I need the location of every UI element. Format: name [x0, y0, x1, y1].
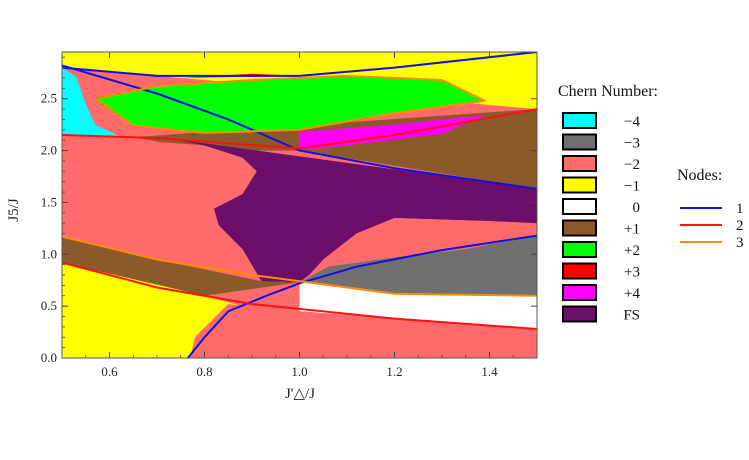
- chern-legend-label: −2: [624, 157, 640, 173]
- y-tick-label: 0.5: [41, 298, 57, 313]
- plot-frame: [61, 51, 538, 359]
- y-tick-label: 0.0: [41, 350, 57, 365]
- region-chern-5: [323, 218, 537, 267]
- chern-legend-label: +2: [624, 243, 640, 259]
- chern-swatch: [562, 241, 597, 258]
- chern-swatch: [562, 305, 597, 323]
- region-chern-7: [299, 235, 537, 296]
- region-chern-3: [62, 135, 262, 282]
- chern-legend-label: 0: [633, 200, 641, 216]
- y-axis-label: J5/J: [6, 198, 22, 222]
- chern-legend-label: +3: [624, 265, 640, 281]
- chern-legend-label: FS: [623, 308, 640, 324]
- region-chern-10: [62, 262, 229, 358]
- chern-swatch: [562, 284, 597, 301]
- chern-swatch: [562, 219, 597, 237]
- node-line-1-2: [187, 234, 537, 358]
- node-line-2-4: [62, 261, 537, 330]
- nodes-legend: Nodes: 123: [677, 167, 744, 251]
- region-chern-4: [166, 138, 537, 283]
- node-line-3-5: [94, 74, 486, 134]
- chern-swatch: [562, 262, 597, 280]
- chern-legend-label: −1: [624, 179, 640, 195]
- nodes-legend-label: 1: [736, 201, 744, 217]
- chern-legend-title: Chern Number:: [558, 83, 658, 100]
- y-tick-label: 2.5: [41, 91, 57, 106]
- chern-swatch: [562, 176, 597, 194]
- node-line-3-6: [62, 235, 537, 297]
- chern-swatch: [562, 133, 597, 151]
- x-axis-label: J'△/J: [285, 386, 315, 402]
- x-tick-label: 0.8: [196, 364, 212, 379]
- x-tick-label: 1.4: [481, 364, 498, 379]
- chern-legend-label: −3: [624, 136, 640, 152]
- chern-number-legend: Chern Number: −4 −3 −2 −1 0 +1 +2 +3 +4 FS: [558, 83, 658, 324]
- x-tick-label: 1.0: [291, 364, 307, 379]
- region-chern-1: [62, 67, 181, 141]
- region-chern-11: [190, 304, 537, 358]
- x-axis: 0.6 0.8 1.0 1.2 1.4: [61, 52, 538, 379]
- node-line-2-3: [62, 108, 537, 150]
- region-chern-8: [299, 282, 537, 329]
- y-tick-label: 1.5: [41, 194, 57, 209]
- y-tick-label: 1.0: [41, 246, 57, 261]
- chern-legend-label: −4: [624, 114, 640, 130]
- region-chern-12: [95, 75, 485, 133]
- x-tick-label: 1.2: [386, 364, 402, 379]
- nodes-legend-label: 3: [736, 235, 744, 251]
- chern-legend-label: +4: [624, 286, 640, 302]
- y-axis: 0.0 0.5 1.0 1.5 2.0 2.5: [41, 56, 537, 365]
- node-line-1-1: [62, 52, 537, 77]
- chern-legend-label: +1: [624, 222, 640, 238]
- plot-area: [62, 52, 537, 358]
- x-tick-label: 0.6: [101, 364, 118, 379]
- nodes-legend-label: 2: [736, 218, 744, 234]
- chern-swatch: [562, 155, 597, 172]
- chern-swatch: [562, 112, 597, 129]
- nodes-legend-title: Nodes:: [677, 167, 722, 184]
- chern-swatch: [562, 198, 597, 215]
- y-tick-label: 2.0: [41, 143, 57, 158]
